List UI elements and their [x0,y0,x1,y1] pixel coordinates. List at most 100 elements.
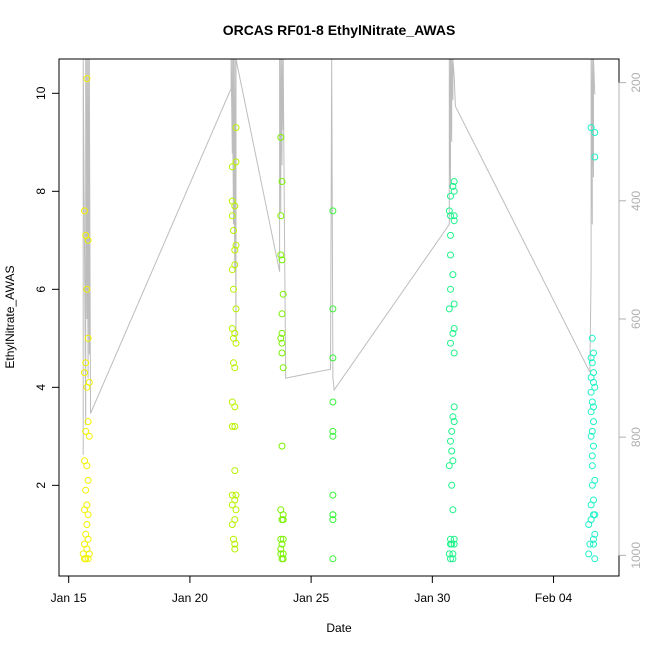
data-point [232,491,240,499]
data-point [278,256,286,264]
data-point [84,418,92,426]
data-point [329,511,337,519]
data-point [278,329,286,337]
data-point [591,511,599,519]
data-point [329,354,337,362]
data-point [588,334,596,342]
data-point [445,305,453,313]
data-point [447,535,454,543]
data-point [587,124,595,132]
y2-tick-label: 1000 [629,542,643,569]
data-point [84,334,92,342]
data-point [228,423,236,430]
data-point [587,432,595,440]
data-point [277,212,285,220]
data-point [449,457,457,465]
data-point [279,555,287,563]
data-point [329,491,337,499]
x-tick-label: Jan 30 [414,591,450,605]
y-tick-label: 2 [34,482,48,489]
data-point [590,540,597,548]
data-point [591,555,599,563]
data-point [279,550,287,558]
data-point [278,178,286,185]
series-rf05 [445,178,458,563]
pressure-line [82,58,596,455]
data-point [447,251,454,259]
data-point [585,521,593,528]
data-point [450,540,458,548]
data-point [449,506,457,514]
data-point [329,432,337,440]
chart-title: ORCAS RF01-8 EthylNitrate_AWAS [223,22,456,38]
data-point [450,212,458,220]
data-point [230,359,237,367]
data-point [230,285,237,293]
x-tick-label: Jan 15 [51,591,87,605]
series-rf03 [277,133,287,563]
data-point [232,158,240,166]
data-point [587,388,595,396]
data-point [85,432,93,440]
data-point [84,236,92,244]
data-point [83,521,91,528]
data-point [277,251,285,259]
data-point [447,231,454,239]
data-point [450,403,458,411]
data-point [447,540,454,548]
x-tick-label: Feb 04 [535,591,573,605]
y-tick-label: 8 [34,188,48,195]
x-axis: Jan 15 Jan 20 Jan 25 Jan 30 Feb 04 [51,575,573,605]
data-point [232,506,240,514]
data-point [81,555,88,563]
data-point [329,555,337,563]
data-point [82,359,90,367]
data-point [329,398,337,406]
data-point [81,506,88,514]
data-point [587,501,595,509]
data-point [449,413,457,421]
data-point [278,540,286,548]
plot-frame [58,58,620,577]
data-point [231,423,239,430]
data-point [586,540,594,548]
data-point [329,516,337,524]
y-tick-label: 6 [34,286,48,293]
data-point [232,241,240,249]
data-point [591,530,599,538]
data-point [450,217,458,225]
data-point [587,408,595,416]
x-tick-label: Jan 25 [293,591,329,605]
pressure-layer [82,58,596,455]
data-point [84,476,92,484]
data-point [279,290,287,298]
data-point [228,266,236,274]
data-point [445,207,453,215]
data-point [447,437,454,445]
data-point [230,535,237,543]
series-rf02 [228,124,240,553]
series-rf01 [79,75,93,563]
data-point [590,535,597,543]
data-point [231,403,239,411]
data-point [83,75,91,83]
data-point [228,521,236,528]
data-point [231,467,239,475]
data-point [81,207,88,215]
data-point [588,462,596,470]
data-point [591,383,599,391]
data-point [232,124,240,132]
data-point [329,207,337,215]
series-rf06 [585,124,599,563]
data-point [83,285,91,293]
data-point [231,545,239,553]
data-point [277,535,285,543]
data-point [449,329,457,337]
data-point [279,364,287,372]
data-point [230,227,237,234]
data-point [278,339,286,347]
data-point [81,369,88,377]
data-point [450,349,458,357]
data-point [587,354,595,362]
